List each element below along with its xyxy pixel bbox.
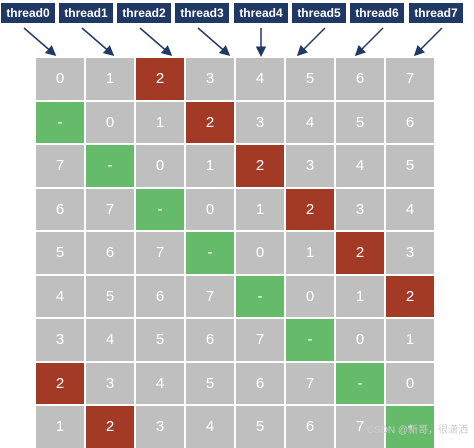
cell-r1-c4: 3 bbox=[236, 101, 284, 143]
cell-r7-c5: 7 bbox=[286, 362, 334, 404]
cell-r7-c6: - bbox=[336, 362, 384, 404]
cell-r2-c6: 4 bbox=[336, 145, 384, 187]
cell-r3-c5: 2 bbox=[286, 188, 334, 230]
cell-r8-c5: 6 bbox=[286, 406, 334, 448]
cell-r1-c0: - bbox=[36, 101, 84, 143]
arrow-thread-1 bbox=[81, 27, 115, 56]
cell-r0-c5: 5 bbox=[286, 58, 334, 100]
cell-r4-c5: 1 bbox=[286, 232, 334, 274]
cell-r3-c3: 0 bbox=[186, 188, 234, 230]
cell-r8-c3: 4 bbox=[186, 406, 234, 448]
arrow-thread-2 bbox=[139, 27, 173, 56]
cell-r6-c6: 0 bbox=[336, 319, 384, 361]
cell-r7-c0: 2 bbox=[36, 362, 84, 404]
cell-r7-c3: 5 bbox=[186, 362, 234, 404]
cell-r4-c6: 2 bbox=[336, 232, 384, 274]
arrow-thread-6 bbox=[354, 27, 384, 57]
arrow-thread-7 bbox=[413, 27, 443, 57]
cell-r1-c6: 5 bbox=[336, 101, 384, 143]
cell-r6-c2: 5 bbox=[136, 319, 184, 361]
watermark: CSDN @新哥，很潇洒 bbox=[366, 425, 468, 436]
cell-r4-c4: 0 bbox=[236, 232, 284, 274]
arrow-thread-5 bbox=[296, 27, 326, 57]
thread-header-4: thread4 bbox=[233, 2, 289, 24]
cell-r3-c4: 1 bbox=[236, 188, 284, 230]
cell-r6-c3: 6 bbox=[186, 319, 234, 361]
cell-r8-c2: 3 bbox=[136, 406, 184, 448]
thread-header-1: thread1 bbox=[58, 2, 114, 24]
cell-r1-c3: 2 bbox=[186, 101, 234, 143]
cell-r6-c5: - bbox=[286, 319, 334, 361]
cell-r4-c1: 6 bbox=[86, 232, 134, 274]
cell-r0-c6: 6 bbox=[336, 58, 384, 100]
cell-r2-c0: 7 bbox=[36, 145, 84, 187]
thread-header-3: thread3 bbox=[174, 2, 230, 24]
cell-r1-c7: 6 bbox=[386, 101, 434, 143]
cell-r4-c7: 3 bbox=[386, 232, 434, 274]
cell-r8-c4: 5 bbox=[236, 406, 284, 448]
cell-r8-c0: 1 bbox=[36, 406, 84, 448]
cell-r0-c2: 2 bbox=[136, 58, 184, 100]
cell-r5-c4: - bbox=[236, 275, 284, 317]
cell-r1-c2: 1 bbox=[136, 101, 184, 143]
cell-r6-c4: 7 bbox=[236, 319, 284, 361]
cell-r2-c1: - bbox=[86, 145, 134, 187]
cell-r2-c3: 1 bbox=[186, 145, 234, 187]
cell-r3-c2: - bbox=[136, 188, 184, 230]
thread-header-6: thread6 bbox=[349, 2, 405, 24]
cell-r3-c1: 7 bbox=[86, 188, 134, 230]
cell-r6-c0: 3 bbox=[36, 319, 84, 361]
cell-r6-c7: 1 bbox=[386, 319, 434, 361]
cell-r0-c0: 0 bbox=[36, 58, 84, 100]
thread-header-2: thread2 bbox=[116, 2, 172, 24]
cell-r5-c7: 2 bbox=[386, 275, 434, 317]
cell-r8-c1: 2 bbox=[86, 406, 134, 448]
cell-r5-c3: 7 bbox=[186, 275, 234, 317]
cell-r1-c1: 0 bbox=[86, 101, 134, 143]
thread-header-0: thread0 bbox=[0, 2, 56, 24]
cell-r0-c4: 4 bbox=[236, 58, 284, 100]
cell-r5-c0: 4 bbox=[36, 275, 84, 317]
cell-r5-c6: 1 bbox=[336, 275, 384, 317]
thread-header-5: thread5 bbox=[291, 2, 347, 24]
cell-r1-c5: 4 bbox=[286, 101, 334, 143]
cell-r4-c2: 7 bbox=[136, 232, 184, 274]
thread-header-7: thread7 bbox=[408, 2, 464, 24]
arrow-thread-3 bbox=[197, 27, 231, 56]
cell-r5-c2: 6 bbox=[136, 275, 184, 317]
cell-r2-c4: 2 bbox=[236, 145, 284, 187]
cell-r2-c5: 3 bbox=[286, 145, 334, 187]
cell-r7-c7: 0 bbox=[386, 362, 434, 404]
cell-r3-c0: 6 bbox=[36, 188, 84, 230]
cell-r6-c1: 4 bbox=[86, 319, 134, 361]
cell-r0-c1: 1 bbox=[86, 58, 134, 100]
cell-r0-c7: 7 bbox=[386, 58, 434, 100]
cell-r7-c4: 6 bbox=[236, 362, 284, 404]
cell-r5-c5: 0 bbox=[286, 275, 334, 317]
cell-r4-c0: 5 bbox=[36, 232, 84, 274]
cell-r5-c1: 5 bbox=[86, 275, 134, 317]
cell-r2-c7: 5 bbox=[386, 145, 434, 187]
arrow-thread-0 bbox=[23, 27, 57, 56]
cell-r3-c6: 3 bbox=[336, 188, 384, 230]
cell-r3-c7: 4 bbox=[386, 188, 434, 230]
cell-r7-c2: 4 bbox=[136, 362, 184, 404]
cell-r4-c3: - bbox=[186, 232, 234, 274]
cell-r2-c2: 0 bbox=[136, 145, 184, 187]
cell-r0-c3: 3 bbox=[186, 58, 234, 100]
cell-r7-c1: 3 bbox=[86, 362, 134, 404]
